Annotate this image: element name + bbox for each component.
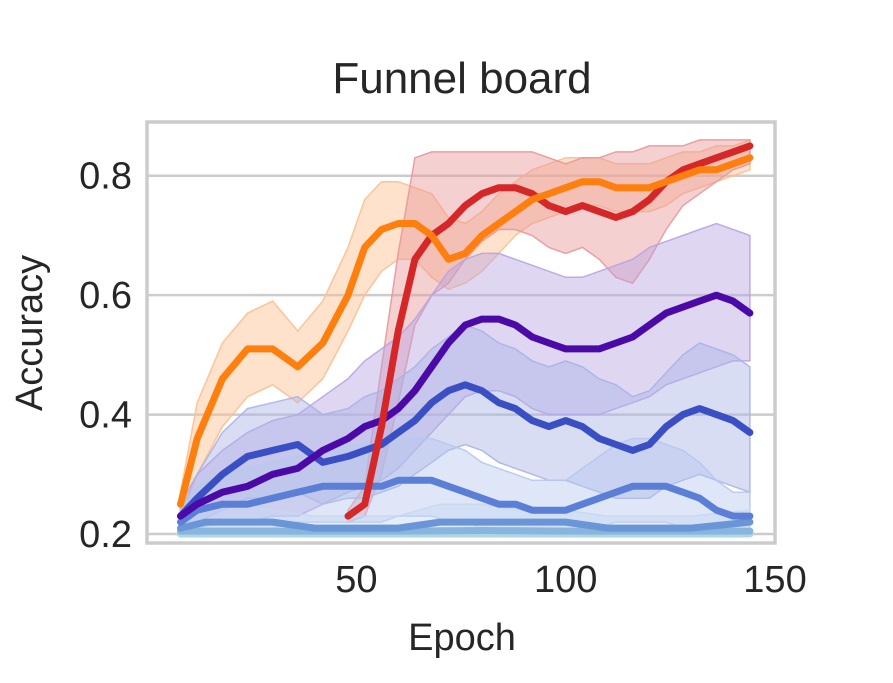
chart-title: Funnel board	[332, 54, 591, 103]
series-line-6	[177, 518, 754, 532]
series-line-1	[177, 154, 754, 508]
confidence-band-2	[347, 139, 751, 524]
series-line-4	[177, 381, 754, 520]
x-tick-label: 100	[534, 559, 597, 601]
y-axis-label: Accuracy	[9, 255, 51, 411]
y-tick-label: 0.4	[79, 395, 132, 437]
y-tick-label: 0.8	[79, 156, 132, 198]
series-line-3	[177, 291, 754, 520]
y-tick-label: 0.2	[79, 514, 132, 556]
plot-frame	[145, 120, 777, 545]
x-axis-label: Epoch	[408, 617, 516, 659]
y-tick-label: 0.6	[79, 275, 132, 317]
x-axis-ticks: 50 100 150	[335, 559, 807, 601]
series-lines	[177, 142, 754, 538]
series-line-5	[177, 476, 754, 526]
series-line-2	[344, 142, 754, 520]
x-tick-label: 150	[743, 559, 806, 601]
x-tick-label: 50	[335, 559, 377, 601]
y-axis-ticks: 0.2 0.4 0.6 0.8	[79, 156, 132, 556]
confidence-bands	[179, 138, 751, 536]
